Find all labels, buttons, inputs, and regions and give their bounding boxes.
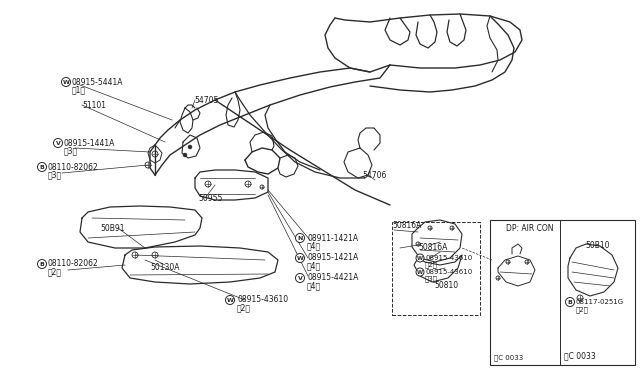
Text: 08915-5441A: 08915-5441A — [72, 77, 124, 87]
Text: 51101: 51101 — [82, 100, 106, 109]
Text: 〈2〉: 〈2〉 — [576, 307, 589, 313]
Text: 〈3〉: 〈3〉 — [64, 147, 78, 155]
Text: W: W — [417, 256, 423, 260]
Text: 54706: 54706 — [362, 170, 387, 180]
Text: 50810: 50810 — [434, 282, 458, 291]
Text: B: B — [40, 262, 44, 266]
Text: 54705: 54705 — [194, 96, 218, 105]
Text: 50B10: 50B10 — [586, 241, 611, 250]
Text: 50955: 50955 — [198, 193, 222, 202]
Text: 〈4〉: 〈4〉 — [307, 262, 321, 270]
Circle shape — [416, 268, 424, 276]
Text: B: B — [40, 164, 44, 170]
Text: 08915-4421A: 08915-4421A — [307, 273, 358, 282]
Text: 〈2〉: 〈2〉 — [425, 262, 438, 268]
Text: V: V — [298, 276, 303, 280]
Circle shape — [296, 273, 305, 282]
Circle shape — [416, 254, 424, 262]
Bar — [490, 220, 635, 365]
Circle shape — [566, 298, 575, 307]
Text: V: V — [56, 141, 60, 145]
Text: 䔀C 0033: 䔀C 0033 — [564, 352, 596, 360]
Text: 〈3〉: 〈3〉 — [48, 170, 62, 180]
Text: 䔀C 0033: 䔀C 0033 — [494, 355, 524, 361]
Circle shape — [54, 138, 63, 148]
Circle shape — [188, 145, 192, 149]
Text: 08117-0251G: 08117-0251G — [576, 299, 624, 305]
Circle shape — [296, 234, 305, 243]
Circle shape — [183, 153, 187, 157]
Text: W: W — [296, 256, 303, 260]
Text: N: N — [298, 235, 303, 241]
Bar — [392, 222, 480, 315]
Text: W: W — [417, 269, 423, 275]
Text: 08110-82062: 08110-82062 — [48, 163, 99, 171]
Text: 08110-82062: 08110-82062 — [48, 260, 99, 269]
Circle shape — [38, 260, 47, 269]
Text: 08915-43610: 08915-43610 — [237, 295, 288, 305]
Text: 08915-43610: 08915-43610 — [425, 255, 472, 261]
Text: 〈4〉: 〈4〉 — [307, 241, 321, 250]
Text: W: W — [227, 298, 234, 302]
Text: 08915-43610: 08915-43610 — [425, 269, 472, 275]
Text: 50816A: 50816A — [418, 244, 447, 253]
Text: 〈2〉: 〈2〉 — [237, 304, 251, 312]
Circle shape — [38, 163, 47, 171]
Circle shape — [61, 77, 70, 87]
Text: 〈2〉: 〈2〉 — [48, 267, 62, 276]
Text: 50130A: 50130A — [150, 263, 179, 273]
Text: 〈1〉: 〈1〉 — [72, 86, 86, 94]
Text: DP: AIR CON: DP: AIR CON — [506, 224, 554, 232]
Text: 08911-1421A: 08911-1421A — [307, 234, 358, 243]
Text: 50B91: 50B91 — [100, 224, 125, 232]
Circle shape — [296, 253, 305, 263]
Text: 08915-1421A: 08915-1421A — [307, 253, 358, 263]
Text: 50816A: 50816A — [392, 221, 421, 230]
Text: 〈4〉: 〈4〉 — [307, 282, 321, 291]
Text: W: W — [63, 80, 69, 84]
Text: 〈3〉: 〈3〉 — [425, 276, 438, 282]
Circle shape — [225, 295, 234, 305]
Text: 08915-1441A: 08915-1441A — [64, 138, 115, 148]
Text: B: B — [568, 299, 572, 305]
